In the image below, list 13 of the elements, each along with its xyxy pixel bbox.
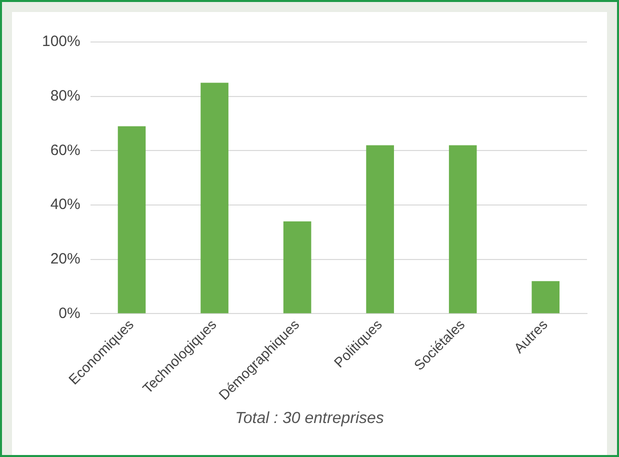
y-tick-label: 0%: [58, 304, 80, 322]
bar: [200, 82, 228, 314]
bar: [532, 281, 560, 314]
text: Total : 30 entreprises: [234, 410, 385, 428]
bar: [366, 145, 394, 314]
y-tick-label: 60%: [50, 142, 80, 159]
bar: [283, 221, 312, 314]
y-tick-label: 80%: [50, 87, 80, 104]
y-tick-label: 100%: [42, 33, 80, 50]
y-tick-label: 40%: [50, 196, 80, 214]
bar: [118, 126, 146, 314]
y-tick-label: 20%: [50, 250, 80, 268]
bar: [448, 145, 477, 314]
